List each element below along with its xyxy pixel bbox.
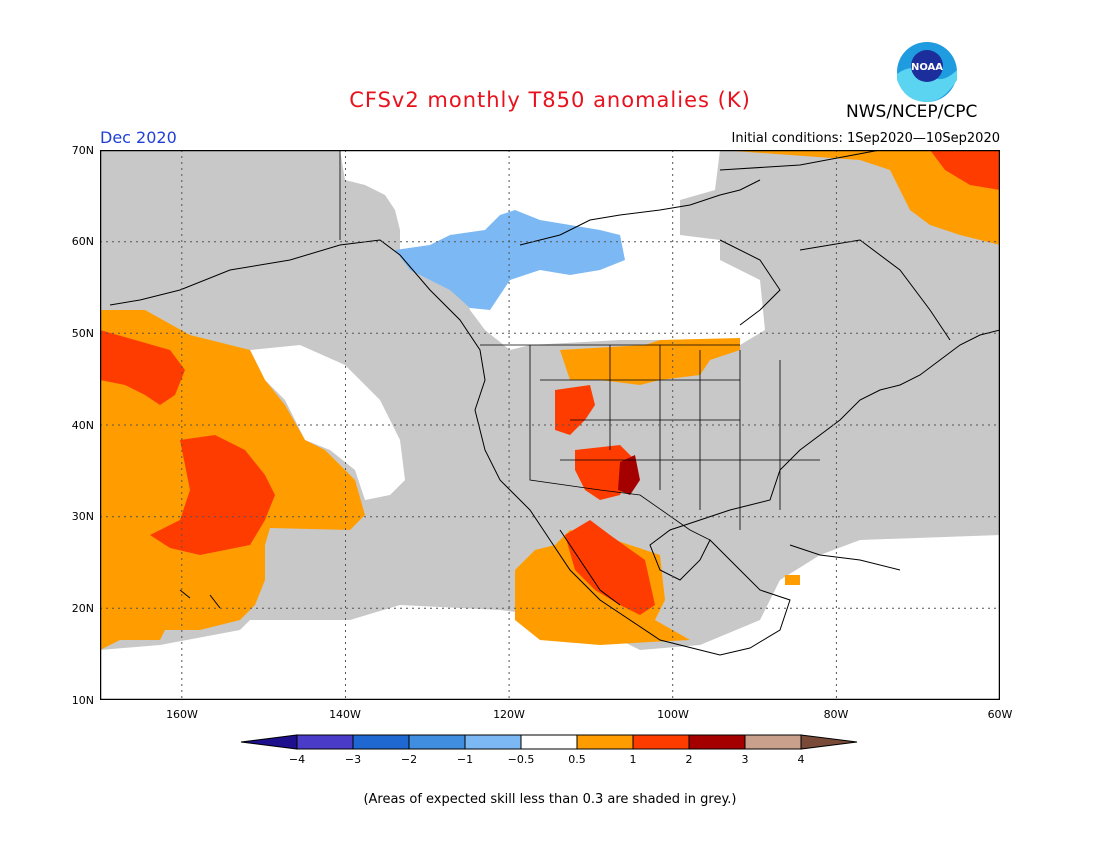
warm-anomaly-area-intense bbox=[618, 455, 640, 495]
colorbar-tick-label: 4 bbox=[798, 753, 805, 766]
colorbar-tick-label: −2 bbox=[401, 753, 417, 766]
colorbar-tick-label: −4 bbox=[289, 753, 305, 766]
forecast-month: Dec 2020 bbox=[100, 128, 177, 147]
colorbar-segment bbox=[352, 734, 410, 750]
colorbar-tick-label: −3 bbox=[345, 753, 361, 766]
lat-label: 10N bbox=[72, 694, 94, 707]
skill-footnote: (Areas of expected skill less than 0.3 a… bbox=[363, 792, 737, 807]
axis-labels: 70N 60N 50N 40N 30N 20N 10N 160W 140W 12… bbox=[72, 144, 1013, 721]
colorbar: −4 −3 −2 −1 −0.5 0.5 1 2 3 4 bbox=[240, 734, 858, 766]
colorbar-segment bbox=[520, 734, 578, 750]
colorbar-segment bbox=[296, 734, 354, 750]
lon-label: 160W bbox=[166, 708, 198, 721]
colorbar-tick-label: −1 bbox=[457, 753, 473, 766]
lat-label: 60N bbox=[72, 235, 94, 248]
lat-label: 30N bbox=[72, 510, 94, 523]
graticule bbox=[100, 150, 1000, 700]
colorbar-segment bbox=[744, 734, 802, 750]
colorbar-arrow-high bbox=[800, 734, 858, 750]
colorbar-segment bbox=[632, 734, 690, 750]
colorbar-segment bbox=[408, 734, 466, 750]
lon-label: 80W bbox=[824, 708, 849, 721]
lon-label: 100W bbox=[657, 708, 689, 721]
colorbar-tick-label: 2 bbox=[686, 753, 693, 766]
lat-label: 20N bbox=[72, 602, 94, 615]
colorbar-tick-label: 3 bbox=[742, 753, 749, 766]
warm-anomaly-areas-strong bbox=[100, 150, 1000, 615]
logo-text: NOAA bbox=[911, 62, 943, 73]
noaa-logo: NOAA bbox=[895, 40, 959, 104]
political-borders bbox=[339, 150, 820, 541]
lon-label: 140W bbox=[329, 708, 361, 721]
lat-label: 50N bbox=[72, 327, 94, 340]
initial-conditions: Initial conditions: 1Sep2020—10Sep2020 bbox=[731, 131, 1000, 146]
lat-label: 40N bbox=[72, 419, 94, 432]
colorbar-arrow-low bbox=[240, 734, 298, 750]
colorbar-tick-label: 1 bbox=[630, 753, 637, 766]
colorbar-segment bbox=[464, 734, 522, 750]
colorbar-tick-label: 0.5 bbox=[568, 753, 586, 766]
anomaly-map bbox=[100, 150, 1000, 700]
lon-label: 60W bbox=[988, 708, 1013, 721]
negative-anomaly-area bbox=[395, 210, 625, 310]
agency-label: NWS/NCEP/CPC bbox=[846, 102, 978, 122]
colorbar-segment bbox=[688, 734, 746, 750]
colorbar-tick-label: −0.5 bbox=[508, 753, 535, 766]
map-frame bbox=[100, 150, 1000, 700]
lon-label: 120W bbox=[493, 708, 525, 721]
lat-label: 70N bbox=[72, 144, 94, 157]
map-title: CFSv2 monthly T850 anomalies (K) bbox=[349, 88, 751, 112]
colorbar-segment bbox=[576, 734, 634, 750]
